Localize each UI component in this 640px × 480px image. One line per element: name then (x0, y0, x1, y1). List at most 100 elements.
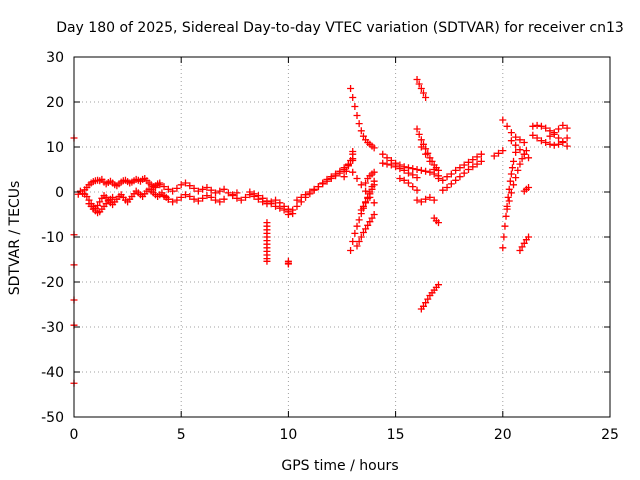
data-point (259, 194, 267, 202)
data-point (160, 183, 168, 191)
data-point (366, 188, 374, 196)
data-point (559, 138, 567, 146)
data-point (417, 198, 425, 206)
data-point (347, 85, 355, 92)
y-tick-label: -20 (41, 275, 64, 291)
data-point (512, 141, 520, 149)
data-point (220, 195, 228, 203)
data-point (353, 222, 361, 230)
data-point (310, 185, 318, 193)
data-point (96, 198, 104, 206)
data-point (351, 229, 359, 237)
data-point (83, 193, 91, 200)
data-point (426, 157, 434, 165)
data-point (207, 193, 215, 201)
data-point (499, 116, 507, 124)
data-point (422, 299, 430, 307)
data-point (272, 196, 280, 204)
data-point (370, 144, 378, 152)
data-point (452, 166, 460, 174)
x-axis-label: GPS time / hours (281, 458, 398, 474)
data-point (542, 139, 550, 146)
data-point (518, 155, 526, 163)
data-point (351, 103, 359, 110)
data-point (434, 281, 442, 289)
data-point (533, 134, 541, 142)
data-point (173, 196, 181, 204)
data-point (359, 132, 367, 140)
data-point (504, 193, 512, 201)
data-point (430, 196, 438, 204)
data-point (473, 153, 481, 161)
data-point (464, 158, 472, 166)
data-point (293, 196, 301, 204)
data-point (464, 166, 472, 173)
data-point (550, 141, 558, 149)
data-point (289, 206, 297, 214)
data-point (409, 183, 417, 191)
data-point (525, 154, 533, 162)
data-point (340, 173, 348, 181)
data-point (413, 166, 421, 173)
data-point (109, 193, 117, 201)
data-point (370, 168, 378, 176)
data-point (507, 137, 515, 145)
data-point (272, 202, 280, 210)
data-point (533, 121, 541, 129)
data-point (347, 247, 355, 254)
data-point (181, 191, 189, 199)
data-point (357, 181, 365, 189)
data-point (400, 176, 408, 184)
data-point (355, 216, 363, 224)
data-point (522, 147, 530, 155)
data-point (362, 198, 370, 206)
data-point (516, 160, 524, 168)
data-point (383, 160, 391, 168)
data-point (250, 190, 258, 198)
data-point (276, 204, 284, 212)
data-point (518, 243, 526, 251)
data-point (383, 154, 391, 162)
data-point (362, 225, 370, 233)
data-point (520, 139, 528, 146)
data-point (546, 140, 554, 148)
y-tick-label: -10 (41, 230, 64, 246)
data-point (413, 125, 421, 133)
data-point (94, 202, 102, 209)
data-point (520, 150, 528, 158)
data-point (349, 238, 357, 245)
data-point (507, 170, 515, 178)
data-point (392, 163, 400, 171)
data-point (194, 187, 202, 195)
data-point (499, 147, 507, 155)
data-point (473, 160, 481, 168)
data-point (156, 181, 164, 189)
data-point (409, 165, 417, 173)
data-point (233, 194, 241, 202)
axes: 0 5 10 15 20 25 30 20 10 0 -10 -20 -30 -40 -50 (41, 50, 619, 443)
data-point (364, 221, 372, 229)
data-point (216, 198, 224, 206)
data-point (546, 132, 554, 140)
data-points (70, 76, 571, 387)
data-point (379, 150, 387, 158)
data-point (507, 129, 515, 137)
data-point (529, 122, 537, 130)
data-point (477, 150, 485, 158)
data-point (510, 157, 518, 165)
data-point (529, 131, 537, 139)
data-point (419, 302, 427, 310)
data-point (413, 76, 421, 83)
data-point (347, 157, 355, 164)
data-point (284, 211, 292, 218)
data-point (505, 185, 513, 193)
data-point (177, 193, 185, 201)
data-point (151, 184, 159, 191)
data-point (396, 175, 404, 182)
data-point (203, 184, 211, 191)
data-point (344, 162, 352, 170)
data-point (563, 124, 571, 132)
data-point (336, 169, 344, 177)
chart-title: Day 180 of 2025, Sidereal Day-to-day VTE… (56, 20, 624, 36)
